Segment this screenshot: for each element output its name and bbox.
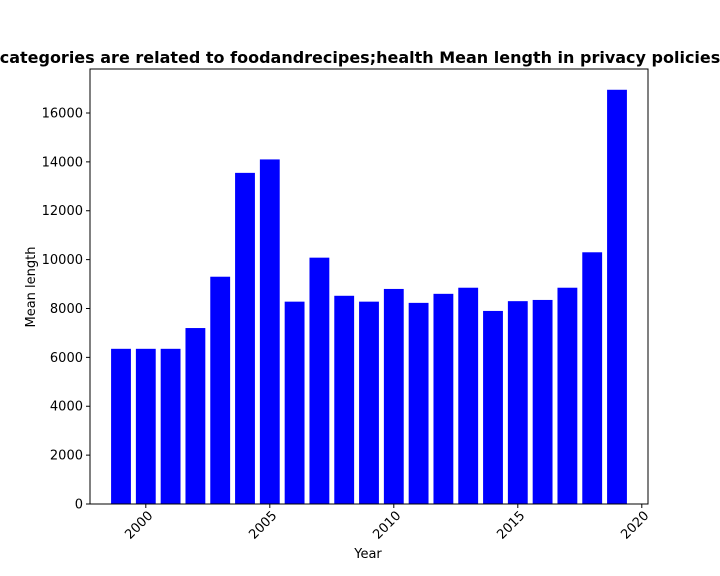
bar-2004 xyxy=(235,172,255,504)
x-tick-label: 2010 xyxy=(370,509,404,543)
bar-2000 xyxy=(135,348,156,504)
chart-title: categories are related to foodandrecipes… xyxy=(0,48,720,67)
bar-2009 xyxy=(359,301,379,504)
x-axis-ticks: 2000 2005 2010 2015 2020 xyxy=(122,504,652,543)
x-tick-label: 2020 xyxy=(618,509,652,543)
bar-2007 xyxy=(309,257,330,504)
bar-2005 xyxy=(259,159,280,505)
y-tick-label: 2000 xyxy=(50,449,83,464)
x-tick-label: 2000 xyxy=(122,509,156,543)
bar-2017 xyxy=(557,287,578,504)
bar-2001 xyxy=(160,348,181,504)
bar-2011 xyxy=(408,302,429,504)
y-tick-label: 6000 xyxy=(50,351,83,366)
bar-2012 xyxy=(433,293,454,504)
bar-2018 xyxy=(582,252,603,504)
bar-2013 xyxy=(458,287,479,504)
y-tick-label: 16000 xyxy=(42,106,83,121)
y-tick-label: 12000 xyxy=(42,204,83,219)
x-tick-label: 2015 xyxy=(494,509,528,543)
y-tick-label: 4000 xyxy=(50,400,83,415)
bar-2016 xyxy=(532,299,553,504)
bar-2010 xyxy=(383,288,404,504)
y-tick-label: 10000 xyxy=(42,253,83,268)
bar-2006 xyxy=(284,301,305,504)
bar-2014 xyxy=(483,310,503,504)
bar-2019 xyxy=(607,89,627,505)
bar-1999 xyxy=(111,348,131,504)
plot-frame xyxy=(89,68,649,505)
bar-2002 xyxy=(185,328,206,504)
y-axis-label: Mean length xyxy=(24,247,39,328)
x-tick-label: 2005 xyxy=(246,509,280,543)
bars-group xyxy=(111,89,627,505)
y-tick-label: 0 xyxy=(75,498,83,513)
y-axis-ticks: 0 2000 4000 6000 8000 10000 12000 14000 16000 xyxy=(42,106,90,513)
x-axis-label: Year xyxy=(353,547,382,562)
bar-2015 xyxy=(507,301,528,504)
bar-2003 xyxy=(210,276,231,504)
y-tick-label: 14000 xyxy=(42,155,83,170)
y-tick-label: 8000 xyxy=(50,302,83,317)
bar-2008 xyxy=(334,295,355,504)
